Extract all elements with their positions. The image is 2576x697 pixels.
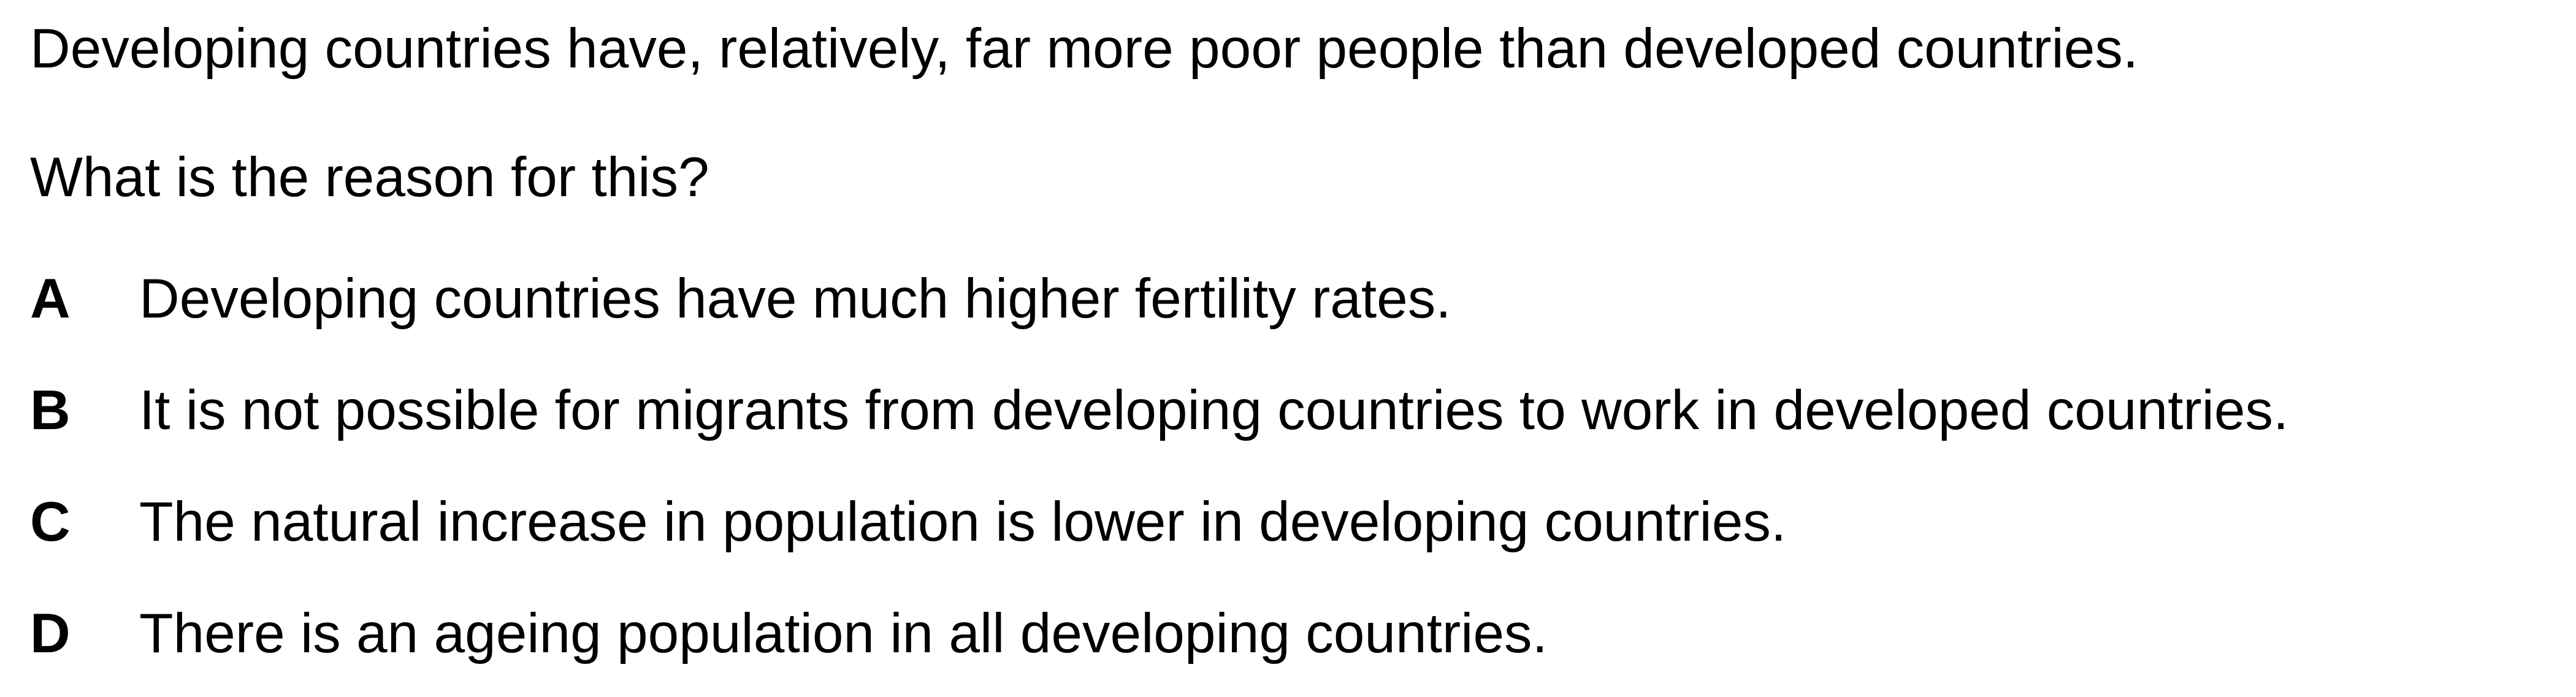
- option-a[interactable]: A Developing countries have much higher …: [30, 271, 1451, 332]
- option-c-letter: C: [30, 491, 71, 553]
- option-a-text: Developing countries have much higher fe…: [139, 268, 1451, 330]
- option-b-text: It is not possible for migrants from dev…: [139, 379, 2289, 441]
- option-d-letter: D: [30, 603, 71, 665]
- option-c[interactable]: C The natural increase in population is …: [30, 494, 1786, 555]
- option-c-text: The natural increase in population is lo…: [139, 491, 1787, 553]
- question-prompt: What is the reason for this?: [30, 147, 709, 208]
- question-stem: Developing countries have, relatively, f…: [30, 18, 2139, 80]
- option-a-letter: A: [30, 268, 71, 330]
- option-b-letter: B: [30, 379, 71, 441]
- option-d-text: There is an ageing population in all dev…: [139, 603, 1548, 665]
- option-b[interactable]: B It is not possible for migrants from d…: [30, 383, 2288, 444]
- option-d[interactable]: D There is an ageing population in all d…: [30, 606, 1548, 667]
